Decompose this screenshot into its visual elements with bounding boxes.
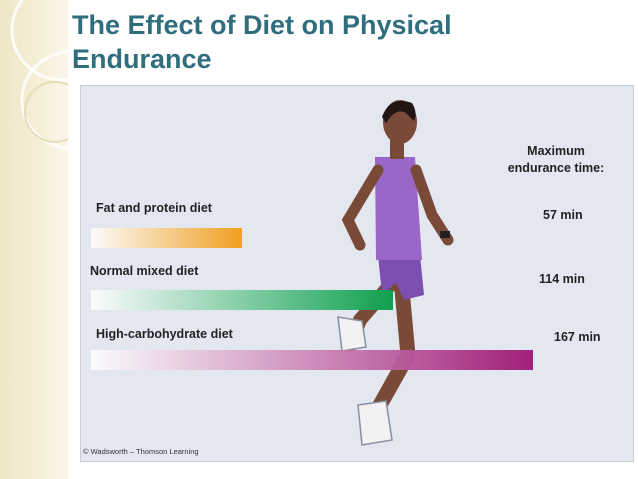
value-label-1: 57 min	[543, 208, 583, 222]
bar-2	[91, 290, 393, 310]
bar-3	[91, 350, 533, 370]
value-label-2: 114 min	[539, 272, 585, 286]
bar-1	[91, 228, 242, 248]
category-label-2: Normal mixed diet	[90, 264, 199, 278]
runner-illustration	[337, 100, 454, 446]
decorative-circles-graphic	[10, 0, 68, 150]
category-label-3: High-carbohydrate diet	[96, 327, 233, 341]
value-column-header: Maximum endurance time:	[507, 144, 605, 175]
value-label-3: 167 min	[554, 330, 601, 344]
decorative-side-strip	[0, 0, 68, 479]
copyright-credit: © Wadsworth – Thomson Learning	[83, 447, 199, 456]
chart-panel	[80, 85, 634, 462]
category-label-1: Fat and protein diet	[96, 201, 212, 215]
slide-title: The Effect of Diet on Physical Endurance	[72, 10, 452, 74]
